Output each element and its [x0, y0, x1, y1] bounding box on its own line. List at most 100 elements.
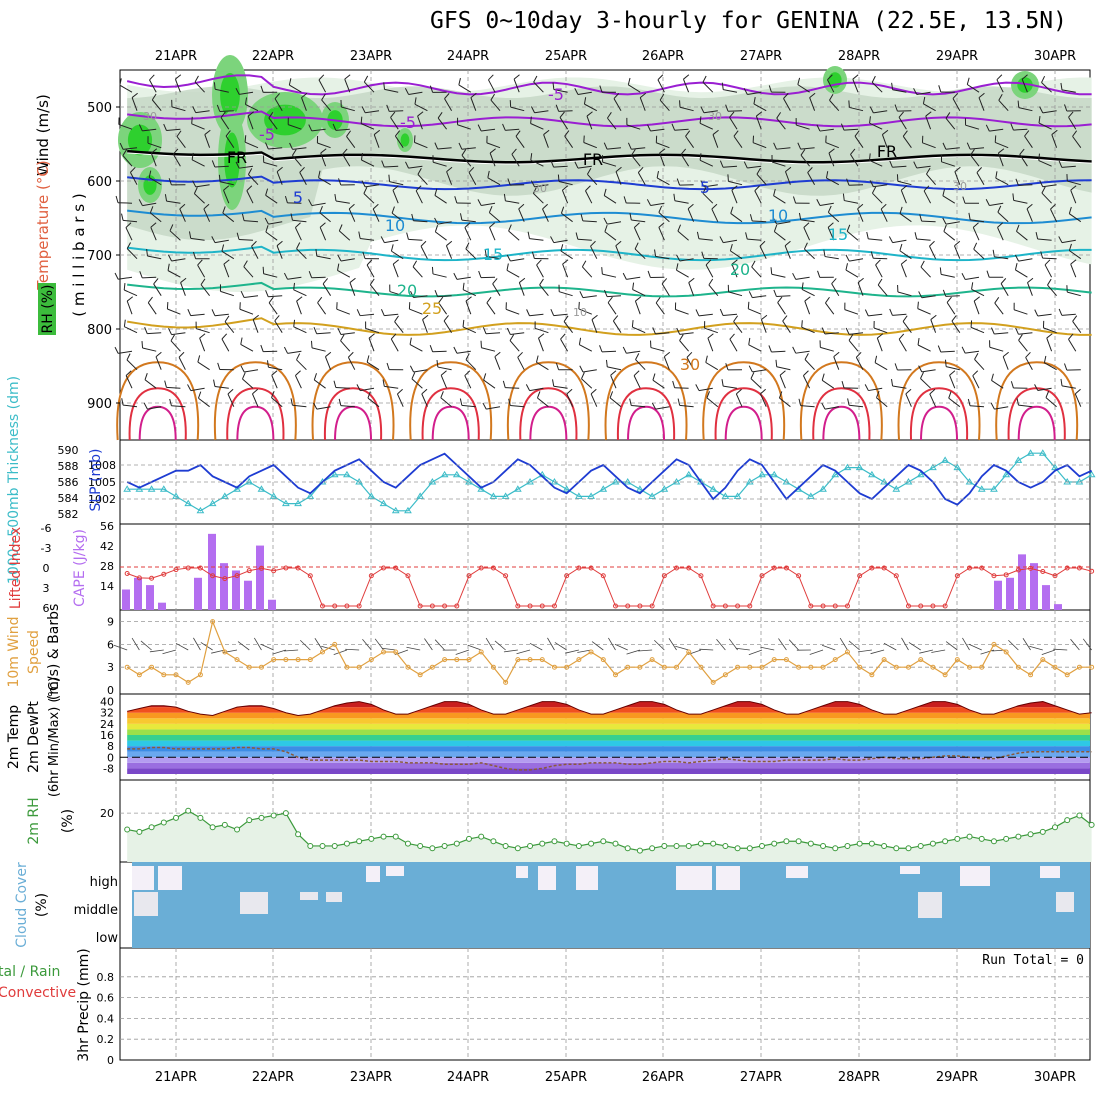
rh-point	[393, 834, 398, 839]
rh-point	[503, 843, 508, 848]
dewpt2m-axis-title: 2m DewPt	[26, 701, 42, 773]
rh-point	[381, 834, 386, 839]
rh-point	[271, 813, 276, 818]
cape-bar	[1006, 578, 1014, 610]
date-label-top: 27APR	[740, 49, 782, 64]
wind-barb-flag	[361, 117, 362, 124]
wind-barb-staff	[1018, 185, 1032, 186]
wind-barb-flag	[1018, 101, 1019, 108]
rh-point	[650, 846, 655, 851]
date-label-top: 28APR	[838, 49, 880, 64]
wind-barb-flag	[632, 320, 633, 327]
precip-tick-label: 0	[107, 1054, 114, 1067]
pressure-tick-label: 800	[87, 323, 112, 338]
wind-barb-flag	[311, 341, 312, 348]
temp-color-band	[120, 718, 1090, 724]
cloud-clear-high	[900, 866, 920, 874]
rh-point	[662, 843, 667, 848]
rh-point	[784, 839, 789, 844]
rh-point	[723, 843, 728, 848]
temp-minmax-axis-title: (6hr Min/Max) (°C)	[47, 677, 62, 797]
date-label-top: 30APR	[1034, 49, 1076, 64]
temp2m-axis-title: 2m Temp	[6, 705, 22, 769]
wind-barb-staff	[849, 185, 863, 186]
cape-bar	[244, 581, 252, 610]
pressure-tick-label: 900	[87, 397, 112, 412]
rh-point	[601, 839, 606, 844]
cloud-clear-high	[676, 866, 712, 890]
rh-point	[235, 827, 240, 832]
rh-point	[161, 820, 166, 825]
rh-point	[869, 841, 874, 846]
wind-barb-flag	[245, 135, 246, 142]
cape-bar	[134, 578, 142, 610]
thickness-tick-label: 582	[58, 508, 79, 521]
wind10m-axis-title: 10m Wind	[6, 616, 22, 687]
rh-point	[808, 841, 813, 846]
cape-bar	[122, 590, 130, 611]
rh-point	[222, 822, 227, 827]
wind-barb-staff	[312, 277, 326, 278]
rh-point	[637, 848, 642, 853]
wind-barb-staff	[559, 111, 573, 112]
cape-tick-label: 28	[100, 560, 114, 573]
rh-point	[418, 843, 423, 848]
rh-point	[515, 846, 520, 851]
panel-wind	[120, 610, 1090, 694]
contour-label: -5	[400, 113, 416, 132]
precip-run-total: Run Total = 0	[982, 953, 1084, 968]
precip-tick-label: 0.2	[97, 1033, 115, 1046]
cloud-clear-high	[538, 866, 556, 890]
cloud-clear-high	[366, 866, 380, 882]
cloud-clear-middle	[1056, 892, 1074, 912]
contour-label: 25	[422, 299, 442, 318]
precip-tick-label: 0.6	[97, 992, 115, 1005]
date-label-bottom: 24APR	[447, 1070, 489, 1085]
wind-barb-flag	[389, 175, 390, 182]
rh-point	[344, 841, 349, 846]
date-label-bottom: 30APR	[1034, 1070, 1076, 1085]
rh-point	[845, 843, 850, 848]
cloud-fill	[132, 862, 1090, 948]
rh-point	[454, 841, 459, 846]
rh-point	[137, 829, 142, 834]
rh-point	[711, 841, 716, 846]
date-label-top: 22APR	[252, 49, 294, 64]
rh-point	[1016, 834, 1021, 839]
li-tick-label: -6	[41, 522, 52, 535]
cape-bar	[268, 600, 276, 610]
date-label-top: 26APR	[642, 49, 684, 64]
chart-title: GFS 0~10day 3-hourly for GENINA (22.5E, …	[430, 8, 1067, 34]
rh-point	[576, 843, 581, 848]
cloud-clear-middle	[134, 892, 158, 916]
rh-point	[882, 843, 887, 848]
wind-barb-flag	[142, 341, 143, 348]
wind10m-axis-title-2: Speed	[26, 630, 42, 674]
wind-barb-staff	[142, 277, 156, 278]
contour-label: 30	[680, 355, 700, 374]
temp-color-band	[120, 735, 1090, 741]
cape-tick-label: 56	[100, 520, 114, 533]
wind-tick-label: 6	[107, 638, 114, 651]
wind-tick-label: 3	[107, 661, 114, 674]
rh-point	[1077, 813, 1082, 818]
contour-label: 10	[768, 206, 788, 225]
precip-convective-title: Convective	[0, 985, 76, 1001]
rh-point	[1089, 822, 1094, 827]
wind-barb-flag	[192, 117, 193, 124]
temp-color-band	[120, 763, 1090, 769]
rh-point	[894, 846, 899, 851]
rh-point	[943, 839, 948, 844]
temp-color-band	[120, 746, 1090, 752]
rh-point	[796, 839, 801, 844]
rh2m-axis-unit: (%)	[60, 809, 76, 833]
rh-point	[1040, 829, 1045, 834]
cape-tick-label: 42	[100, 540, 114, 553]
contour-label: FR	[227, 148, 247, 167]
wind-barb-flag	[414, 135, 415, 142]
rh-tick-label: 20	[100, 807, 114, 820]
wind-barb-staff	[728, 111, 742, 112]
wind-barb-flag	[748, 302, 749, 309]
rh-point	[479, 834, 484, 839]
